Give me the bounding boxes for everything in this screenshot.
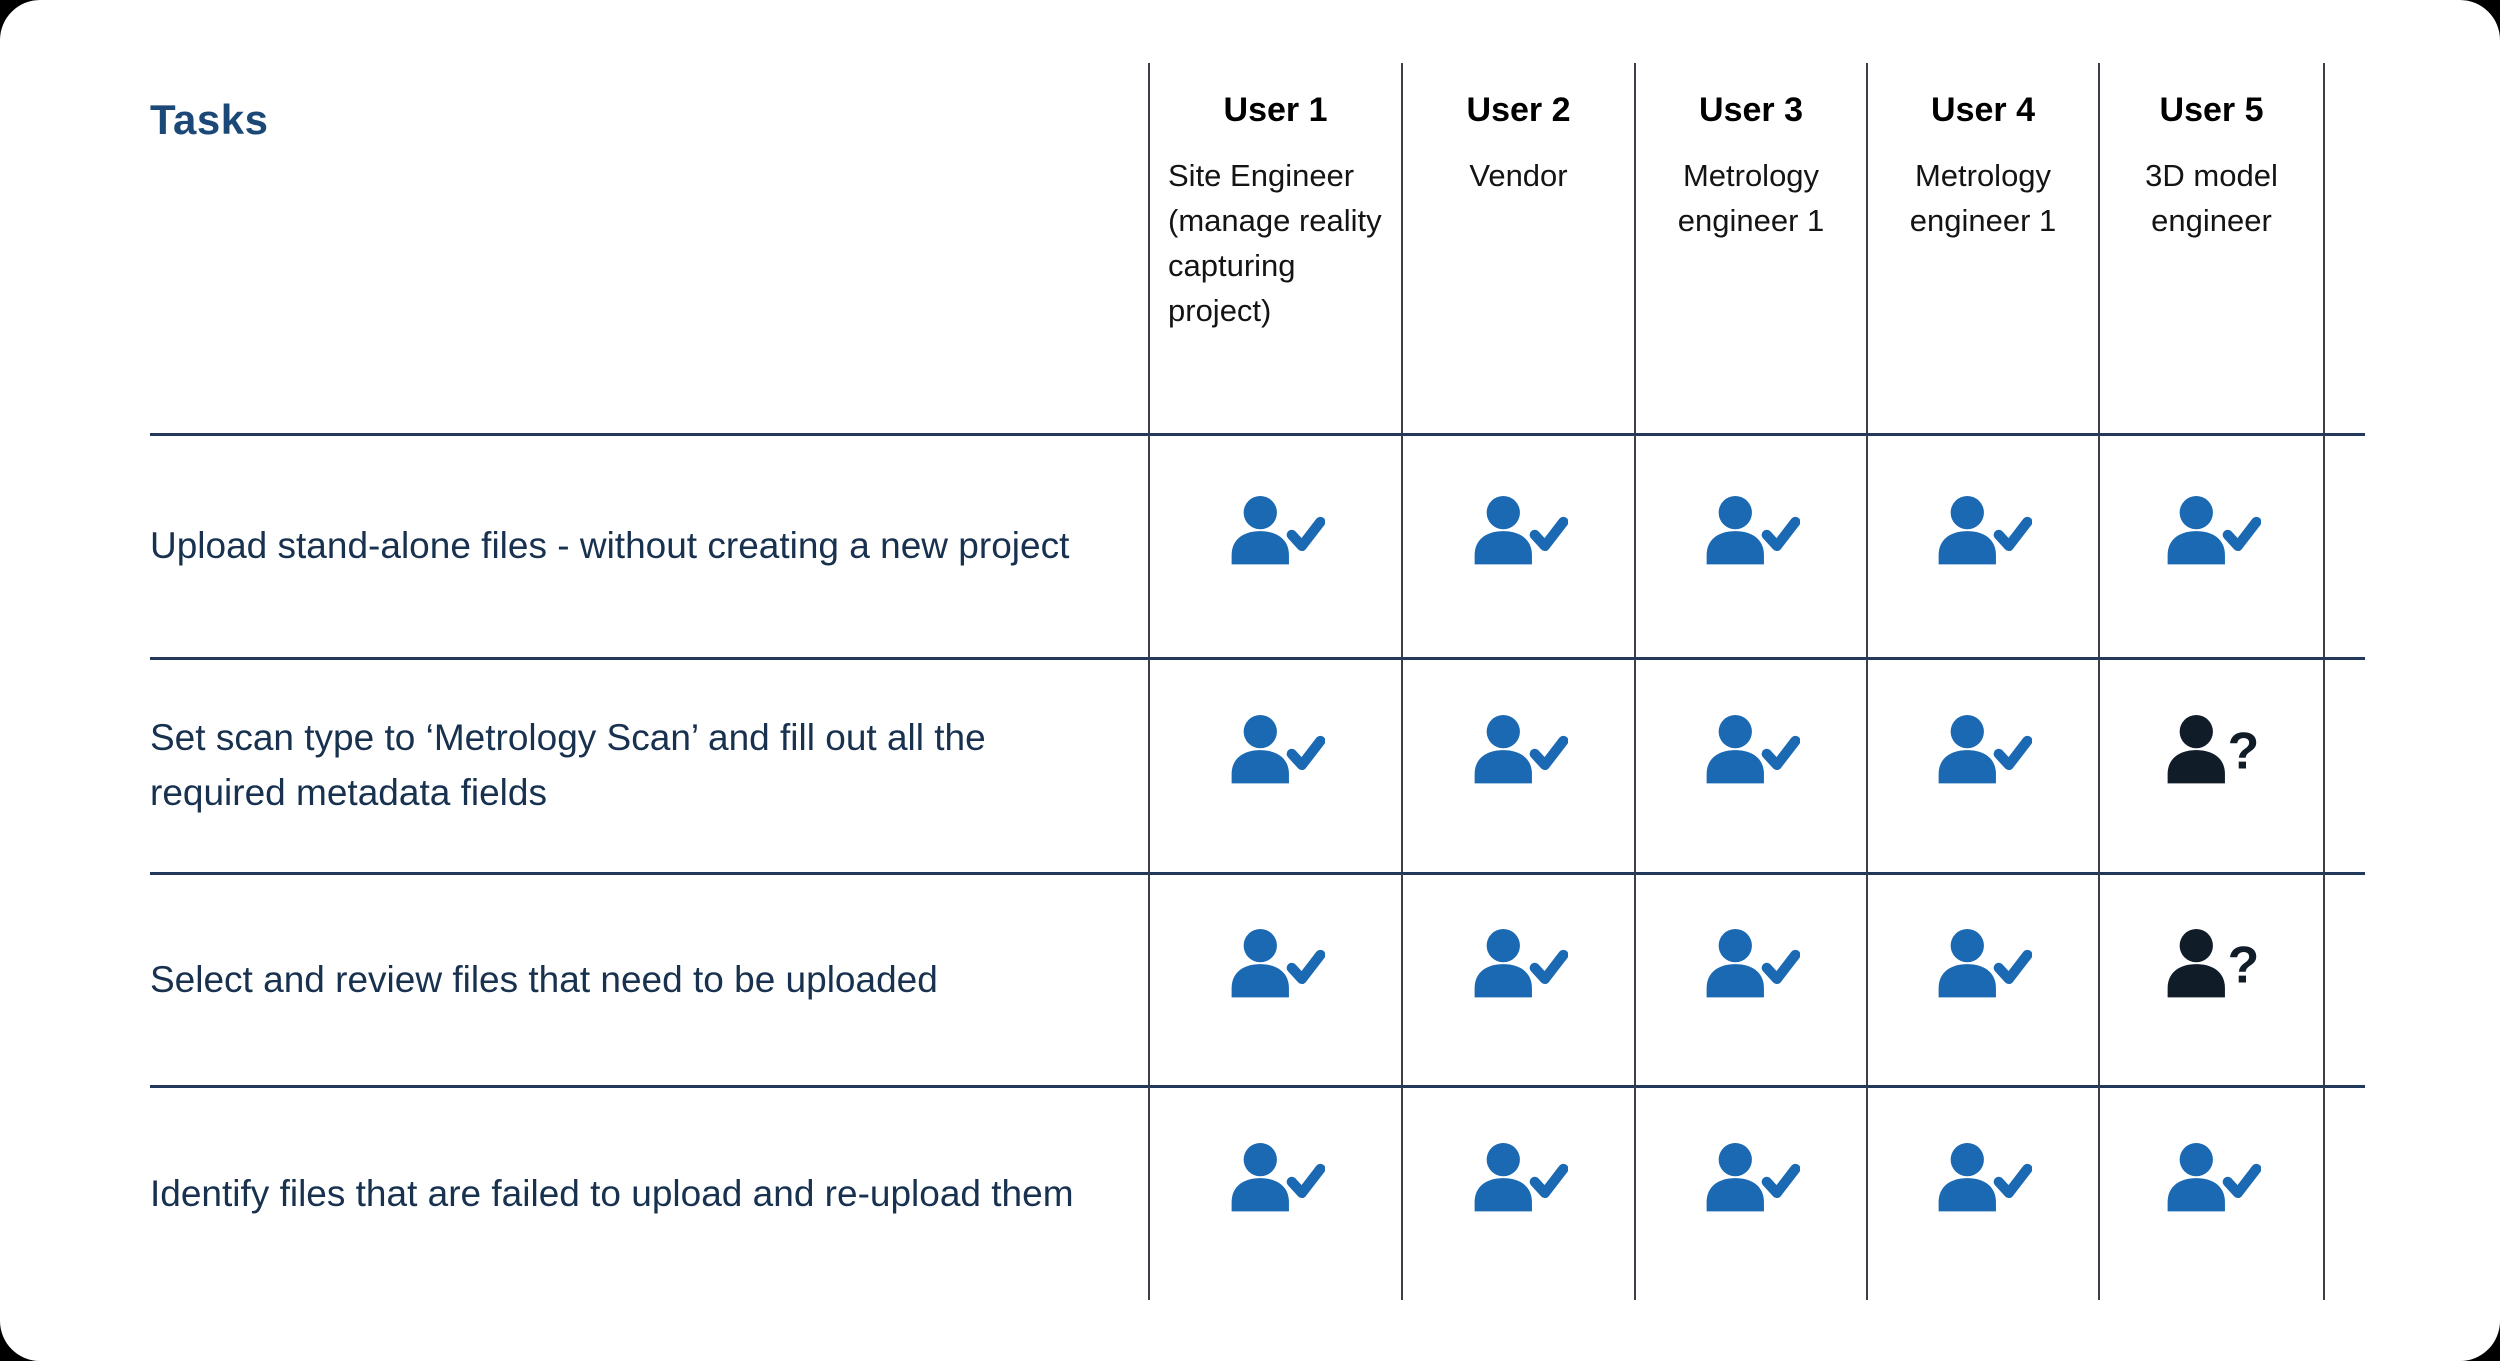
matrix-cell	[1866, 872, 2098, 1085]
row-tail-spacer	[2325, 433, 2365, 657]
matrix-cell	[2098, 433, 2325, 657]
column-header-user2: User 2 Vendor	[1401, 63, 1634, 433]
person-check-icon	[1706, 495, 1800, 564]
user-role: Site Engineer (manage reality capturing …	[1168, 158, 1382, 328]
header-tail-spacer	[2325, 63, 2365, 433]
user-role: 3D model engineer	[2145, 158, 2278, 238]
matrix-cell	[1634, 657, 1866, 872]
user-role: Metrology engineer 1	[1909, 158, 2057, 238]
person-check-icon	[1938, 929, 2032, 998]
user-name: User 1	[1223, 91, 1328, 129]
column-header-user1: User 1 Site Engineer (manage reality cap…	[1148, 63, 1401, 433]
person-check-icon	[1474, 1143, 1568, 1212]
row-tail-spacer	[2325, 872, 2365, 1085]
matrix-cell	[1401, 1085, 1634, 1300]
person-check-icon	[1938, 1143, 2032, 1212]
matrix-cell	[2098, 1085, 2325, 1300]
person-check-icon	[1706, 929, 1800, 998]
svg-text:?: ?	[2227, 936, 2259, 994]
column-header-user3: User 3 Metrology engineer 1	[1634, 63, 1866, 433]
person-check-icon	[1474, 929, 1568, 998]
person-check-icon	[1231, 929, 1325, 998]
user-role: Metrology engineer 1	[1677, 158, 1825, 238]
user-name: User 5	[2159, 91, 2264, 129]
matrix-cell	[1634, 1085, 1866, 1300]
user-role: Vendor	[1469, 158, 1568, 193]
person-check-icon	[1706, 715, 1800, 784]
matrix-cell	[1866, 657, 2098, 872]
task-label: Select and review files that need to be …	[150, 872, 1148, 1085]
matrix-cell	[1401, 657, 1634, 872]
person-check-icon	[1231, 1143, 1325, 1212]
person-check-icon	[1938, 495, 2032, 564]
matrix-cell: ?	[2098, 657, 2325, 872]
person-check-icon	[1231, 715, 1325, 784]
matrix-cell	[1634, 872, 1866, 1085]
matrix-cell	[1148, 657, 1401, 872]
row-tail-spacer	[2325, 1085, 2365, 1300]
matrix-cell	[1401, 872, 1634, 1085]
svg-text:?: ?	[2227, 722, 2259, 780]
person-check-icon	[1474, 715, 1568, 784]
person-check-icon	[2167, 495, 2261, 564]
user-name: User 3	[1699, 91, 1803, 129]
matrix-cell	[1401, 433, 1634, 657]
matrix-cell	[1148, 1085, 1401, 1300]
user-name: User 4	[1931, 91, 2035, 129]
matrix-cell	[1866, 1085, 2098, 1300]
column-header-user5: User 5 3D model engineer	[2098, 63, 2325, 433]
matrix-cell: ?	[2098, 872, 2325, 1085]
task-label: Identify files that are failed to upload…	[150, 1085, 1148, 1300]
person-check-icon	[1706, 1143, 1800, 1212]
matrix-cell	[1148, 872, 1401, 1085]
column-header-user4: User 4 Metrology engineer 1	[1866, 63, 2098, 433]
matrix-cell	[1634, 433, 1866, 657]
capability-table: User 1 Site Engineer (manage reality cap…	[150, 63, 2365, 1300]
user-name: User 2	[1466, 91, 1571, 129]
task-label: Upload stand-alone files - without creat…	[150, 433, 1148, 657]
person-check-icon	[1231, 495, 1325, 564]
task-label: Set scan type to ‘Metrology Scan’ and fi…	[150, 657, 1148, 872]
person-question-icon: ?	[2167, 929, 2259, 998]
matrix-cell	[1866, 433, 2098, 657]
row-tail-spacer	[2325, 657, 2365, 872]
header-spacer	[150, 63, 1148, 433]
person-check-icon	[2167, 1143, 2261, 1212]
person-question-icon: ?	[2167, 715, 2259, 784]
page-title: Tasks	[150, 96, 269, 143]
person-check-icon	[1938, 715, 2032, 784]
matrix-cell	[1148, 433, 1401, 657]
person-check-icon	[1474, 495, 1568, 564]
